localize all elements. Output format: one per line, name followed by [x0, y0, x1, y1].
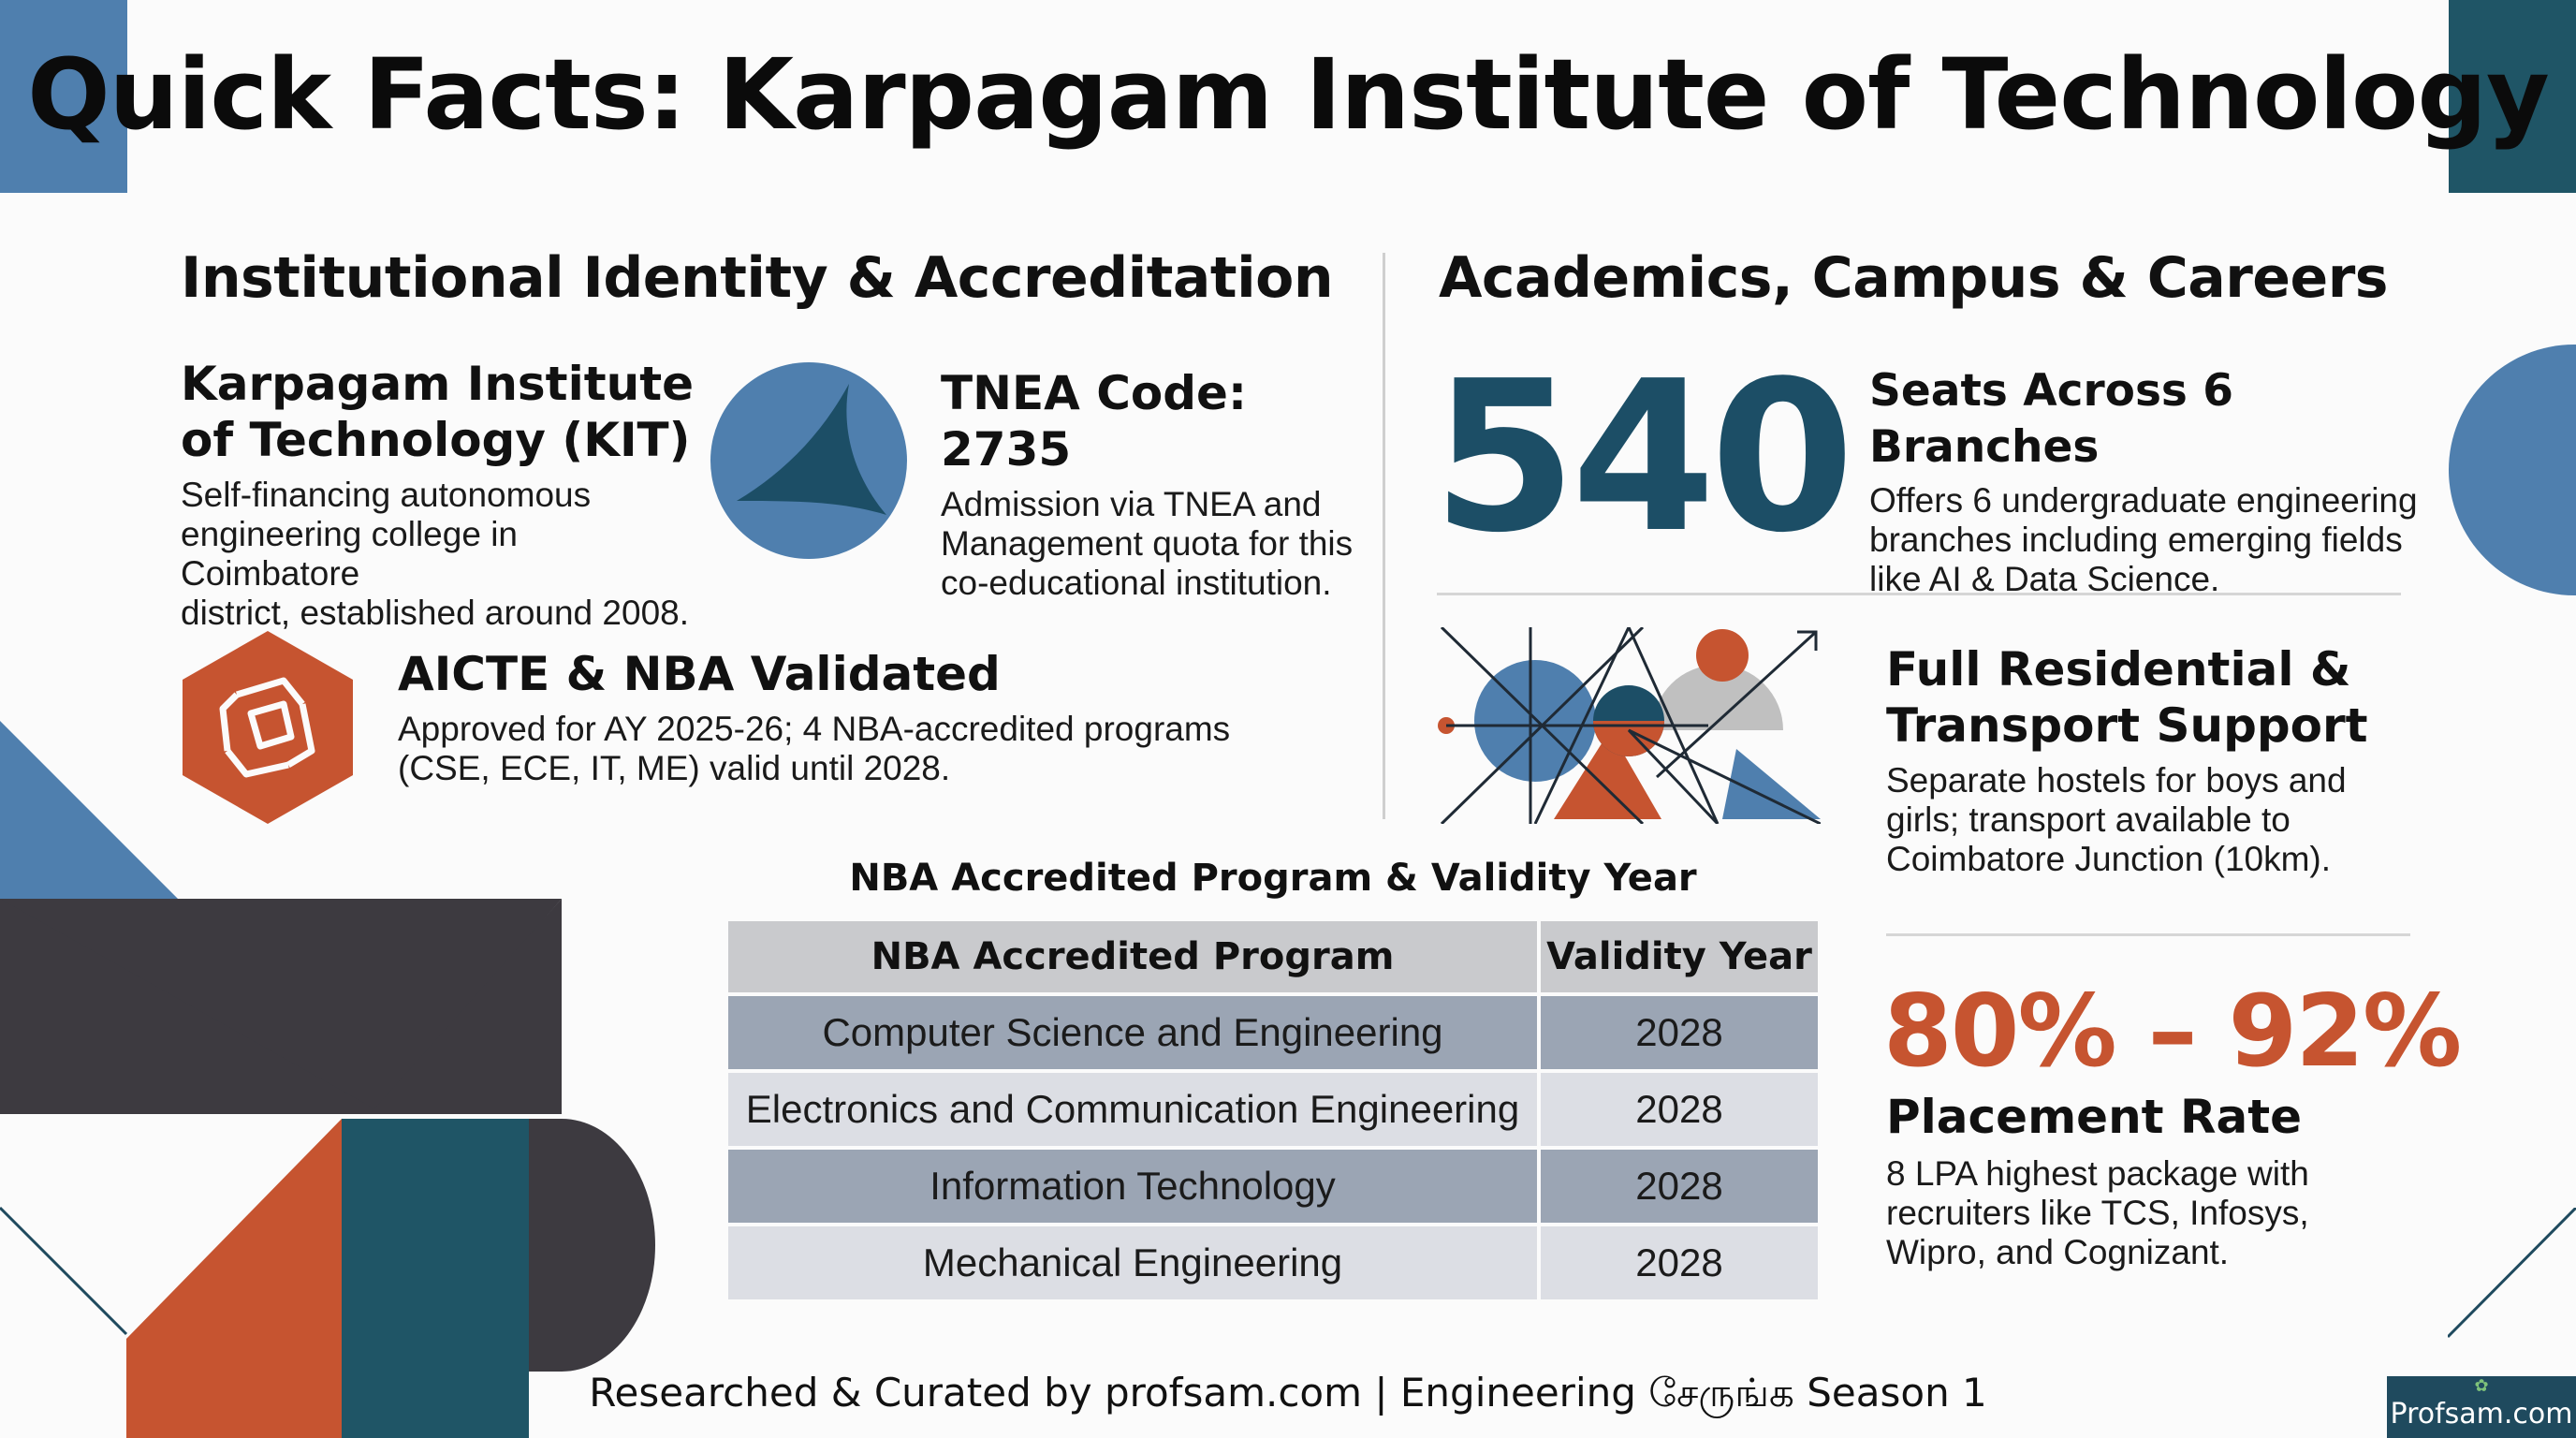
divider-right-1	[1437, 593, 2401, 595]
residential-geometric-icon	[1438, 627, 1821, 824]
year-cell: 2028	[1541, 1226, 1818, 1299]
geometric-art-left	[0, 721, 655, 1438]
table-row: Computer Science and Engineering 2028	[728, 996, 1818, 1069]
diagonal-line-right	[2448, 1208, 2576, 1339]
program-cell: Computer Science and Engineering	[728, 996, 1537, 1069]
program-cell: Mechanical Engineering	[728, 1226, 1537, 1299]
identity-block: Karpagam Institute of Technology (KIT) S…	[181, 356, 705, 633]
table-caption: NBA Accredited Program & Validity Year	[849, 857, 1697, 900]
aicte-desc-line2: (CSE, ECE, IT, ME) valid until 2028.	[398, 749, 951, 787]
aicte-title: AICTE & NBA Validated	[398, 647, 1001, 701]
divider-right-2	[1886, 933, 2410, 936]
program-cell: Information Technology	[728, 1150, 1537, 1223]
year-cell: 2028	[1541, 1150, 1818, 1223]
institute-name-line2: of Technology (KIT)	[181, 413, 691, 467]
seats-block: Seats Across 6 Branches Offers 6 undergr…	[1869, 363, 2450, 599]
placement-desc-line1: 8 LPA highest package with	[1886, 1154, 2309, 1193]
tnea-block: TNEA Code: 2735 Admission via TNEA and M…	[941, 365, 1381, 603]
year-cell: 2028	[1541, 996, 1818, 1069]
seats-desc-line3: like AI & Data Science.	[1869, 560, 2220, 598]
brand-logo-icon: ✿	[2474, 1376, 2489, 1396]
page-title: Quick Facts: Karpagam Institute of Techn…	[27, 37, 2549, 152]
section-heading-left: Institutional Identity & Accreditation	[181, 245, 1334, 311]
corner-block-top-right	[2449, 0, 2576, 193]
half-circle-right	[2449, 345, 2576, 595]
placement-title: Placement Rate	[1886, 1090, 2303, 1144]
identity-desc-line1: Self-financing autonomous	[181, 476, 592, 514]
program-cell: Electronics and Communication Engineerin…	[728, 1073, 1537, 1146]
header-program: NBA Accredited Program	[728, 921, 1537, 992]
identity-desc-line3: district, established around 2008.	[181, 594, 690, 632]
seats-desc-line2: branches including emerging fields	[1869, 521, 2403, 559]
seats-desc-line1: Offers 6 undergraduate engineering	[1869, 481, 2418, 520]
residential-desc-line2: girls; transport available to	[1886, 800, 2291, 839]
placement-rate: 80% – 92%	[1883, 974, 2462, 1089]
placement-block: Placement Rate 8 LPA highest package wit…	[1886, 1089, 2448, 1272]
table-row: Electronics and Communication Engineerin…	[728, 1073, 1818, 1146]
seats-number: 540	[1432, 337, 1854, 579]
residential-block: Full Residential & Transport Support Sep…	[1886, 641, 2448, 879]
table-header-row: NBA Accredited Program Validity Year	[728, 921, 1818, 992]
residential-title-line2: Transport Support	[1886, 698, 2368, 753]
seats-title: Seats Across 6 Branches	[1869, 365, 2233, 473]
residential-title-line1: Full Residential &	[1886, 642, 2351, 697]
identity-desc-line2: engineering college in Coimbatore	[181, 515, 518, 593]
brand-badge[interactable]: ✿ Profsam.com	[2387, 1376, 2576, 1438]
residential-desc-line1: Separate hostels for boys and	[1886, 761, 2347, 800]
table-row: Information Technology 2028	[728, 1150, 1818, 1223]
tnea-desc-line1: Admission via TNEA and	[941, 485, 1322, 523]
column-divider	[1383, 253, 1385, 819]
aicte-block: AICTE & NBA Validated Approved for AY 20…	[398, 646, 1381, 788]
tnea-desc-line3: co-educational institution.	[941, 564, 1332, 602]
corner-block-top-left	[0, 0, 127, 193]
aicte-hexagon-icon	[183, 631, 353, 824]
institute-name-line1: Karpagam Institute	[181, 357, 695, 411]
table-row: Mechanical Engineering 2028	[728, 1226, 1818, 1299]
placement-desc-line3: Wipro, and Cognizant.	[1886, 1233, 2230, 1271]
brand-label: Profsam.com	[2390, 1398, 2573, 1431]
year-cell: 2028	[1541, 1073, 1818, 1146]
triangle-blue	[0, 721, 178, 899]
tnea-desc-line2: Management quota for this	[941, 524, 1354, 563]
header-validity: Validity Year	[1541, 921, 1818, 992]
footer-credit: Researched & Curated by profsam.com | En…	[589, 1370, 1987, 1416]
orange-block	[126, 1119, 342, 1438]
residential-desc-line3: Coimbatore Junction (10km).	[1886, 840, 2332, 878]
tnea-title: TNEA Code: 2735	[941, 366, 1247, 477]
nba-table: NBA Accredited Program Validity Year Com…	[724, 917, 1822, 1303]
aicte-desc-line1: Approved for AY 2025-26; 4 NBA-accredite…	[398, 710, 1231, 748]
tnea-circle-icon	[710, 362, 907, 559]
placement-desc-line2: recruiters like TCS, Infosys,	[1886, 1194, 2309, 1232]
half-circle-charcoal	[529, 1119, 655, 1372]
teal-block	[342, 1119, 529, 1438]
section-heading-right: Academics, Campus & Careers	[1439, 245, 2389, 311]
